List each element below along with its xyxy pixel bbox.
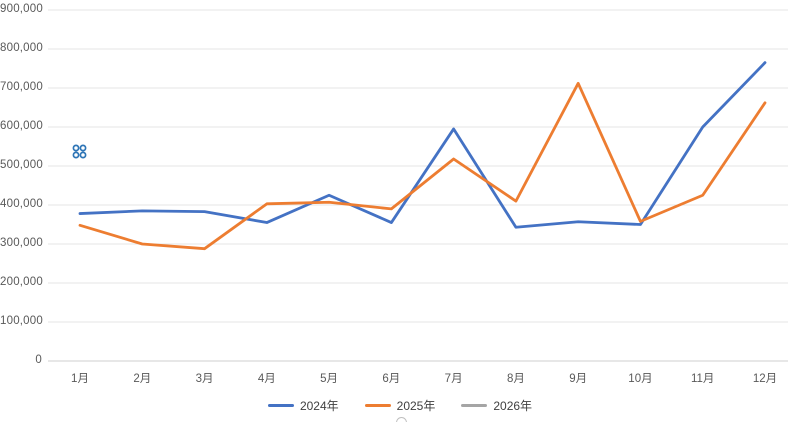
circle-resize-handle[interactable]	[396, 417, 407, 422]
series-line-2024年	[78, 61, 767, 229]
x-axis-tick-label: 4月	[257, 373, 276, 385]
legend-label-2026: 2026年	[493, 399, 533, 413]
y-axis-tick-label: 400,000	[0, 198, 43, 210]
x-axis-tick-label: 10月	[628, 373, 653, 385]
x-axis-tick-label: 3月	[195, 373, 214, 385]
legend-item-2024[interactable]: 2024年	[267, 397, 339, 414]
x-axis-tick-label: 11月	[690, 373, 715, 385]
x-axis-tick-label: 6月	[382, 373, 401, 385]
y-axis-tick-label: 500,000	[0, 159, 43, 171]
legend-label-2025: 2025年	[396, 399, 436, 413]
legend-label-2024: 2024年	[299, 399, 339, 413]
x-axis-tick-label: 12月	[752, 373, 778, 385]
x-axis-tick-label: 7月	[444, 373, 463, 385]
legend-marker-2024-icon	[267, 403, 294, 408]
legend-item-2026[interactable]: 2026年	[461, 397, 532, 414]
y-axis-tick-label: 300,000	[0, 237, 43, 249]
legend-item-2025[interactable]: 2025年	[364, 397, 436, 414]
y-axis-tick-label: 100,000	[0, 315, 43, 327]
x-axis-tick-label: 1月	[71, 373, 89, 385]
legend-marker-2026-icon	[461, 403, 488, 408]
x-axis-tick-label: 8月	[506, 373, 525, 385]
x-axis-tick-label: 2月	[133, 373, 152, 385]
y-axis-tick-label: 900,000	[0, 3, 43, 15]
four-dots-handle-icon[interactable]	[72, 144, 87, 159]
y-axis-tick-label: 700,000	[0, 81, 43, 93]
legend-marker-2025-icon	[364, 403, 391, 408]
y-axis-tick-label: 600,000	[0, 120, 43, 132]
y-axis-tick-label: 800,000	[0, 42, 43, 54]
legend: 2024年 2025年 2026年	[0, 397, 800, 414]
series-line-2025年	[78, 81, 767, 251]
y-axis-tick-label: 200,000	[0, 276, 43, 288]
x-axis-tick-label: 9月	[569, 373, 588, 385]
y-axis-tick-label: 0	[35, 354, 42, 366]
x-axis-tick-label: 5月	[320, 373, 339, 385]
